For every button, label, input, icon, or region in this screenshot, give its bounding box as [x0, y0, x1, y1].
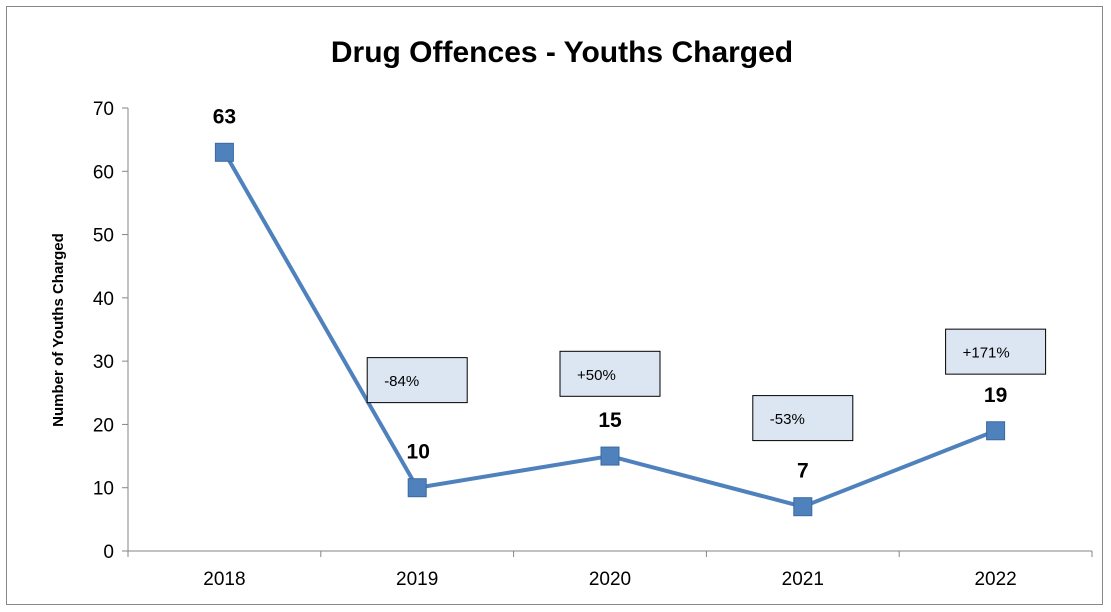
x-tick-label: 2022 — [974, 569, 1016, 590]
data-point-marker — [600, 446, 620, 466]
series-line-group — [214, 142, 1006, 517]
axes: 0 10 20 30 40 50 60 70 2018 2019 2020 2021 2022 — [93, 99, 1093, 590]
y-tick-label: 60 — [93, 162, 114, 183]
change-annotation-text: -84% — [384, 373, 419, 390]
y-tick-label: 50 — [93, 226, 114, 247]
y-tick-label: 20 — [93, 415, 114, 436]
x-tick-label: 2021 — [782, 569, 824, 590]
change-annotation-text: +50% — [577, 367, 616, 384]
y-tick-label: 70 — [93, 99, 114, 120]
data-label: 15 — [598, 409, 622, 432]
y-tick-label: 0 — [103, 542, 114, 563]
data-point-marker — [214, 142, 234, 162]
chart-title: Drug Offences - Youths Charged — [331, 36, 793, 69]
y-tick-label: 30 — [93, 352, 114, 373]
data-point-marker — [793, 497, 813, 517]
data-label: 7 — [797, 460, 809, 483]
x-tick-label: 2020 — [589, 569, 631, 590]
change-annotation-text: +171% — [963, 345, 1010, 362]
y-tick-label: 40 — [93, 289, 114, 310]
y-tick-label: 10 — [93, 479, 114, 500]
change-annotation-box — [945, 328, 1047, 375]
change-annotation-box — [559, 350, 661, 397]
y-axis-label: Number of Youths Charged — [50, 233, 67, 427]
data-label: 10 — [407, 441, 430, 464]
data-point-marker — [986, 421, 1006, 441]
x-tick-label: 2019 — [396, 569, 438, 590]
change-annotation-box — [752, 395, 854, 442]
chart-frame — [6, 6, 1103, 605]
data-labels: 63 10 15 7 19 — [213, 105, 1008, 482]
change-annotation-box — [366, 357, 468, 404]
annotations: -84% +50% -53% +171% — [366, 328, 1047, 442]
change-annotation-text: -53% — [770, 411, 805, 428]
data-label: 63 — [213, 105, 236, 128]
data-label: 19 — [984, 384, 1007, 407]
x-tick-label: 2018 — [203, 569, 245, 590]
data-point-marker — [407, 478, 427, 498]
